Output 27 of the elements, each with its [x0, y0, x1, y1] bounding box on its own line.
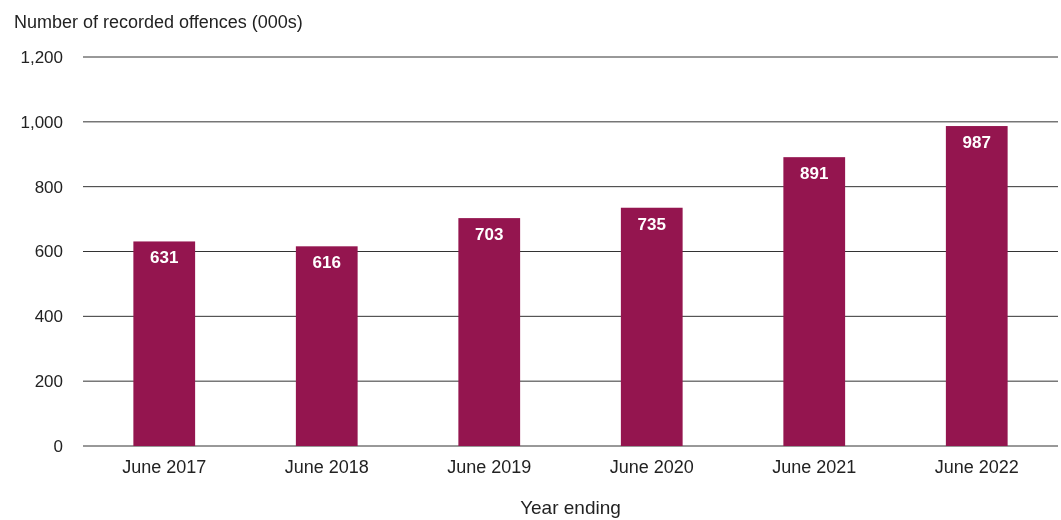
y-tick-label: 200 [34, 372, 63, 392]
y-tick-label: 600 [34, 242, 63, 262]
x-tick-label: June 2018 [284, 456, 369, 477]
data-label: 631 [150, 248, 179, 268]
bar [620, 207, 683, 446]
y-tick-label: 0 [53, 436, 63, 456]
bar [458, 218, 521, 446]
bar [133, 241, 196, 446]
bar [945, 126, 1008, 446]
x-tick-label: June 2020 [609, 456, 694, 477]
bar [295, 246, 358, 446]
data-label: 735 [637, 214, 666, 234]
y-tick-label: 1,000 [20, 112, 63, 132]
data-label: 987 [962, 133, 991, 153]
y-axis-title: Number of recorded offences (000s) [14, 12, 303, 32]
x-tick-label: June 2019 [447, 456, 532, 477]
x-tick-label: June 2021 [772, 456, 857, 477]
data-label: 616 [312, 253, 341, 273]
y-tick-label: 800 [34, 177, 63, 197]
data-label: 703 [475, 225, 504, 245]
x-tick-label: June 2017 [122, 456, 207, 477]
x-tick-label: June 2022 [934, 456, 1019, 477]
y-tick-label: 1,200 [20, 47, 63, 67]
data-label: 891 [800, 164, 829, 184]
bar [783, 157, 846, 446]
y-tick-label: 400 [34, 307, 63, 327]
x-axis-title: Year ending [520, 497, 621, 518]
